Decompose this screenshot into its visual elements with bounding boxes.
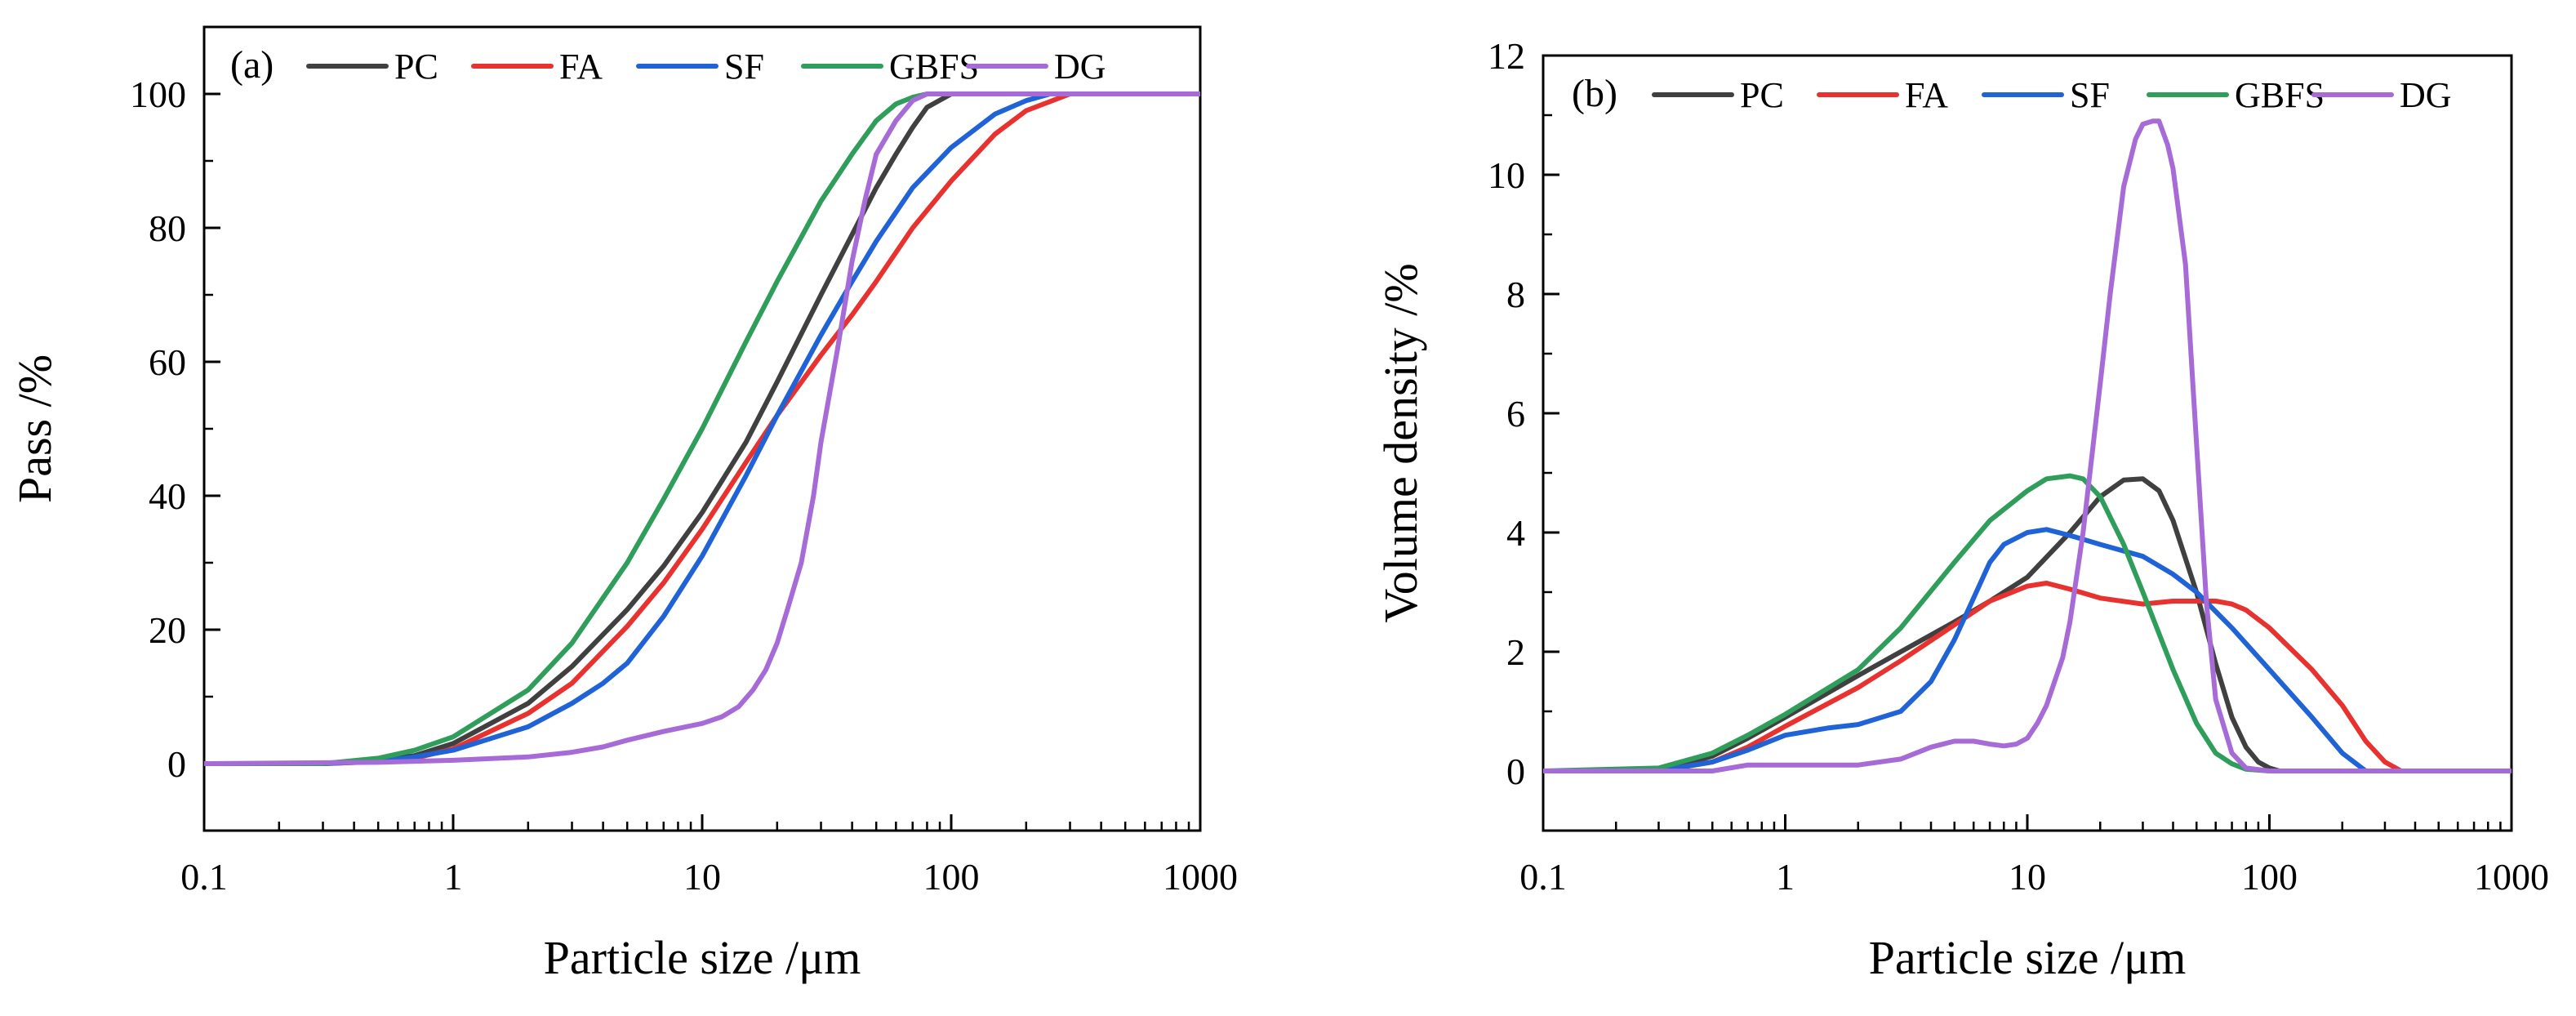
x-tick-label: 10 bbox=[683, 856, 721, 898]
x-tick-label: 1 bbox=[444, 856, 463, 898]
y-tick-label: 4 bbox=[1506, 512, 1525, 554]
x-axis-label: Particle size /μm bbox=[1869, 931, 2187, 984]
y-tick-label: 0 bbox=[167, 743, 186, 785]
panel-tag: (a) bbox=[230, 43, 274, 87]
y-tick-label: 10 bbox=[1488, 154, 1525, 196]
b-series-gbfs-line bbox=[1543, 473, 2511, 773]
legend-label-sf: SF bbox=[2070, 75, 2110, 115]
y-tick-label: 0 bbox=[1506, 751, 1525, 792]
legend-label-gbfs: GBFS bbox=[2235, 75, 2325, 115]
b-series-dg-line bbox=[1543, 118, 2511, 773]
panel-tag: (b) bbox=[1572, 72, 1617, 115]
x-tick-label: 100 bbox=[2241, 856, 2298, 898]
panel-a-chart: 0.1 1 10 100 1000 0 20 40 60 80 100 Particle size /… bbox=[8, 25, 1238, 984]
legend-label-fa: FA bbox=[559, 47, 603, 87]
legend-label-gbfs: GBFS bbox=[889, 47, 979, 87]
y-tick-label: 2 bbox=[1506, 631, 1525, 673]
a-series-gbfs-line bbox=[204, 91, 1200, 766]
y-tick-label: 8 bbox=[1506, 274, 1525, 315]
x-tick-label: 1 bbox=[1776, 856, 1795, 898]
legend-label-pc: PC bbox=[1740, 75, 1784, 115]
y-tick-label: 60 bbox=[149, 341, 186, 383]
a-series-sf-line bbox=[204, 91, 1200, 766]
x-tick-label: 100 bbox=[923, 856, 980, 898]
y-axis-label: Pass /% bbox=[8, 354, 61, 503]
plot-frame bbox=[1542, 54, 2513, 832]
legend-label-fa: FA bbox=[1905, 75, 1948, 115]
legend-label-dg: DG bbox=[1054, 47, 1106, 87]
y-tick-label: 12 bbox=[1488, 35, 1525, 77]
x-tick-label: 10 bbox=[2009, 856, 2046, 898]
a-series-dg-line bbox=[204, 91, 1200, 766]
panel-b-chart: 0.1 1 10 100 1000 0 2 4 6 8 10 12 Particle size /μm V… bbox=[1374, 35, 2549, 984]
x-axis-label: Particle size /μm bbox=[544, 931, 861, 984]
x-tick-label: 1000 bbox=[1163, 856, 1238, 898]
b-series-sf-line bbox=[1543, 527, 2511, 773]
y-tick-label: 20 bbox=[149, 609, 186, 651]
b-series-pc-line bbox=[1543, 476, 2511, 773]
x-tick-label: 0.1 bbox=[1519, 856, 1567, 898]
legend-label-dg: DG bbox=[2400, 75, 2452, 115]
legend-label-pc: PC bbox=[394, 47, 438, 87]
legend-label-sf: SF bbox=[724, 47, 764, 87]
y-tick-label: 6 bbox=[1506, 393, 1525, 434]
y-tick-label: 80 bbox=[149, 207, 186, 249]
y-tick-label: 100 bbox=[130, 74, 186, 115]
x-tick-label: 0.1 bbox=[180, 856, 228, 898]
x-tick-label: 1000 bbox=[2474, 856, 2549, 898]
y-tick-label: 40 bbox=[149, 475, 186, 517]
y-axis-label: Volume density /% bbox=[1374, 263, 1427, 622]
b-series-fa-line bbox=[1543, 581, 2511, 773]
